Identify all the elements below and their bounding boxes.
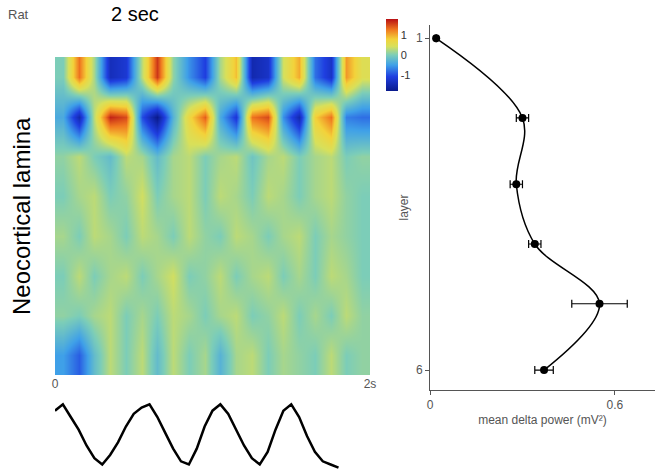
svg-text:0: 0: [427, 398, 434, 412]
svg-text:layer: layer: [397, 194, 411, 220]
svg-text:0: 0: [52, 377, 59, 391]
svg-text:6: 6: [416, 363, 423, 377]
svg-text:mean delta power (mV²): mean delta power (mV²): [478, 413, 607, 427]
svg-text:1: 1: [416, 31, 423, 45]
svg-text:0: 0: [401, 49, 407, 61]
svg-text:0.6: 0.6: [607, 398, 624, 412]
svg-text:Rat: Rat: [8, 7, 29, 22]
svg-text:1: 1: [401, 29, 407, 41]
svg-text:2 sec: 2 sec: [111, 3, 159, 25]
svg-text:2s: 2s: [364, 377, 377, 391]
svg-text:Neocortical lamina: Neocortical lamina: [8, 117, 35, 315]
svg-text:-1: -1: [401, 69, 411, 81]
